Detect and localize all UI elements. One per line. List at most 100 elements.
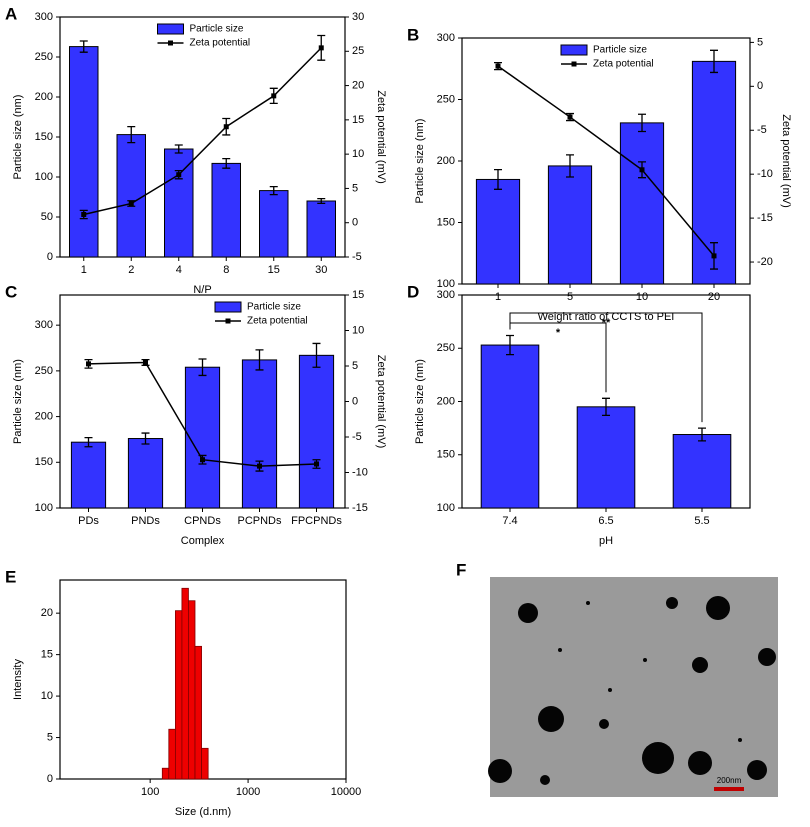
y2-tick-label: 20 <box>352 79 364 91</box>
marker <box>639 167 645 173</box>
x-tick-label: 15 <box>268 264 280 276</box>
y-axis-title: Particle size (nm) <box>12 95 24 180</box>
line <box>83 47 322 216</box>
y2-axis-title: Zeta potential (mV) <box>375 355 387 449</box>
x-tick-label: PCPNDs <box>237 515 282 527</box>
legend-swatch <box>157 23 184 35</box>
bar <box>547 165 593 285</box>
y2-tick-label: -20 <box>757 256 773 268</box>
marker <box>495 63 501 69</box>
error-bar <box>255 349 264 371</box>
error-bar <box>312 342 321 368</box>
histogram-bar <box>194 645 202 780</box>
error-bar <box>317 197 326 205</box>
y-tick-label: 15 <box>41 649 53 661</box>
y2-tick-label: 0 <box>352 395 358 407</box>
histogram-bar <box>168 728 176 780</box>
marker <box>711 253 717 259</box>
bar <box>576 406 636 509</box>
y2-tick-label: -5 <box>352 251 362 263</box>
y-tick-label: 5 <box>47 731 53 743</box>
y2-tick-label: 10 <box>352 324 364 336</box>
y2-tick-label: 0 <box>352 217 358 229</box>
histogram-bar <box>201 747 209 780</box>
y-tick-label: 10 <box>41 690 53 702</box>
y2-tick-label: 15 <box>352 289 364 301</box>
error-bar <box>566 154 574 178</box>
panel-label: C <box>5 282 17 301</box>
y2-tick-label: -15 <box>352 502 368 514</box>
bar <box>306 200 336 258</box>
y-tick-label: 150 <box>437 449 455 461</box>
legend-swatch <box>560 44 588 56</box>
y2-tick-label: 25 <box>352 45 364 57</box>
marker <box>128 201 134 207</box>
x-tick-label: 100 <box>141 786 159 798</box>
histogram-bar <box>174 610 183 780</box>
x-tick-label: 30 <box>315 264 327 276</box>
bar <box>619 122 665 285</box>
error-bar <box>79 40 88 53</box>
bar <box>475 178 521 285</box>
line <box>497 65 715 257</box>
marker <box>314 461 319 467</box>
marker <box>81 211 87 217</box>
y-tick-label: 200 <box>437 395 455 407</box>
y-tick-label: 100 <box>437 502 455 514</box>
bar <box>184 366 221 509</box>
x-tick-label: 10 <box>636 291 648 303</box>
bar <box>211 162 241 258</box>
marker <box>143 359 148 365</box>
y-tick-label: 150 <box>437 216 455 228</box>
y2-tick-label: 5 <box>352 182 358 194</box>
x-tick-label: 5.5 <box>694 515 709 527</box>
error-bar <box>506 334 514 356</box>
panel-label: F <box>456 560 466 579</box>
error-bar <box>602 397 610 416</box>
particles <box>488 596 776 785</box>
y-tick-label: 100 <box>35 171 53 183</box>
y2-tick-label: -5 <box>757 124 767 136</box>
bar <box>480 344 540 509</box>
tem-image <box>490 577 778 797</box>
legend-label: Zeta potential <box>190 38 251 49</box>
histogram-bar <box>161 767 170 780</box>
x-tick-label: 10000 <box>331 786 362 798</box>
significance-label: * <box>556 327 561 339</box>
marker <box>257 463 262 469</box>
y-tick-label: 300 <box>35 11 53 23</box>
error-bar <box>222 157 231 169</box>
x-tick-label: PNDs <box>131 515 160 527</box>
y-tick-label: 0 <box>47 251 53 263</box>
bar <box>672 434 732 509</box>
y2-tick-label: 5 <box>757 36 763 48</box>
legend-label: Particle size <box>247 302 301 313</box>
y-tick-label: 250 <box>35 365 53 377</box>
y-tick-label: 250 <box>437 342 455 354</box>
legend-label: Particle size <box>593 45 647 56</box>
y-tick-label: 0 <box>47 773 53 785</box>
y-tick-label: 50 <box>41 211 53 223</box>
x-tick-label: 1 <box>495 291 501 303</box>
y2-tick-label: -10 <box>352 466 368 478</box>
tem-image-panel: F 200nm <box>456 560 778 797</box>
x-tick-label: 5 <box>567 291 573 303</box>
legend-marker <box>168 40 173 46</box>
x-axis-title: pH <box>599 535 613 547</box>
y-tick-label: 300 <box>437 289 455 301</box>
y-tick-label: 250 <box>35 51 53 63</box>
y-tick-label: 150 <box>35 131 53 143</box>
plot-frame <box>59 16 346 258</box>
histogram-bar <box>188 600 196 780</box>
y-tick-label: 100 <box>437 278 455 290</box>
y-axis-title: Particle size (nm) <box>414 119 426 204</box>
y2-tick-label: -15 <box>757 212 773 224</box>
panel-label: A <box>5 4 17 23</box>
x-tick-label: 6.5 <box>598 515 613 527</box>
x-tick-label: 1000 <box>236 786 260 798</box>
panel-label: D <box>407 282 419 301</box>
x-tick-label: CPNDs <box>184 515 221 527</box>
panel-label: E <box>5 567 16 586</box>
y-tick-label: 20 <box>41 607 53 619</box>
legend-swatch <box>214 301 242 313</box>
